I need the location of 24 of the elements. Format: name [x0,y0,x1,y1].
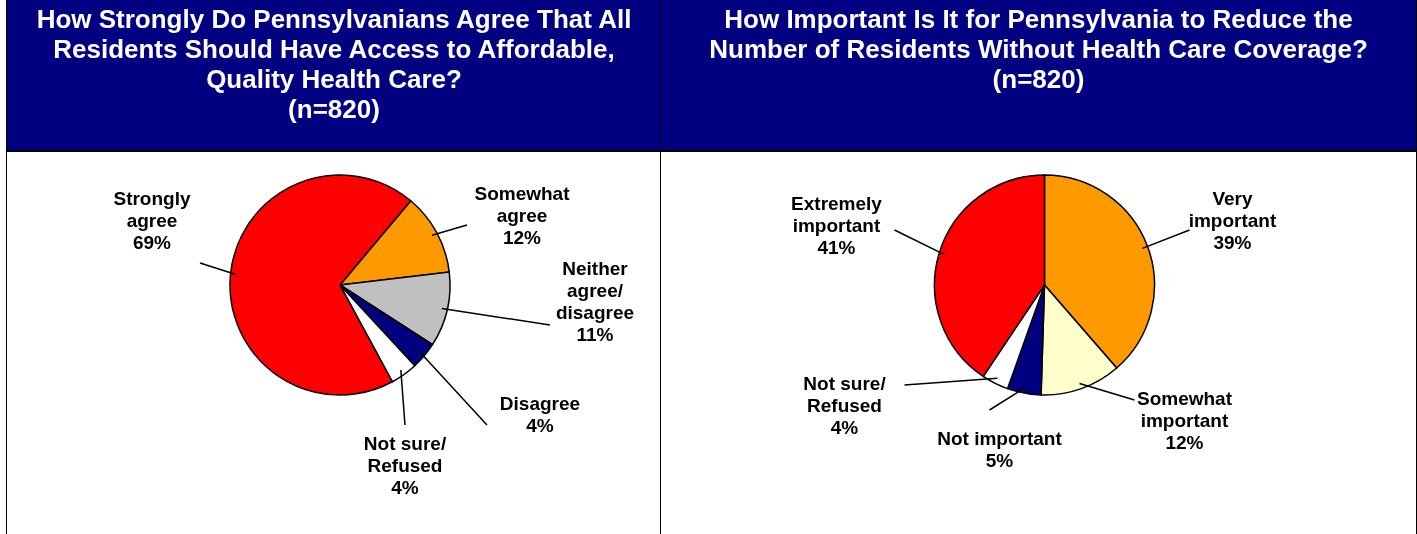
data-label: 41% [817,237,856,258]
slice-label: Not important [937,428,1063,449]
slice-label: Not sure/ Refused [363,433,447,476]
data-label: 12% [502,227,542,248]
slice-label: Not sure/ Refused [803,373,887,416]
slice-label: Very important [1188,188,1277,231]
data-label: 11% [576,324,614,345]
slice-label: Disagree [499,393,581,414]
slice-label: Neither agree/ disagree [555,258,635,323]
data-label: 5% [985,450,1014,471]
data-label: 4% [526,415,554,436]
slice-label: Strongly agree [113,188,191,231]
slice-label: Extremely important [791,193,883,236]
chart-subtitle: (n=820) [287,94,381,124]
data-label: 69% [132,232,172,253]
data-label: 12% [1165,432,1204,453]
data-label: 39% [1213,232,1252,253]
data-label: 4% [830,417,859,438]
chart-subtitle: (n=820) [991,64,1086,94]
chart-title: How Important Is It for Pennsylvania to Reduce the Number of Residents Without Health Care Coverage? [708,4,1369,64]
chart-title: How Strongly Do Pennsylvanians Agree That All Residents Should Have Access to Affordable, Quality Health Care? [35,4,633,94]
data-label: 4% [391,477,419,498]
slice-label: Somewhat agree [474,183,571,226]
slice-label: Somewhat important [1136,388,1233,431]
